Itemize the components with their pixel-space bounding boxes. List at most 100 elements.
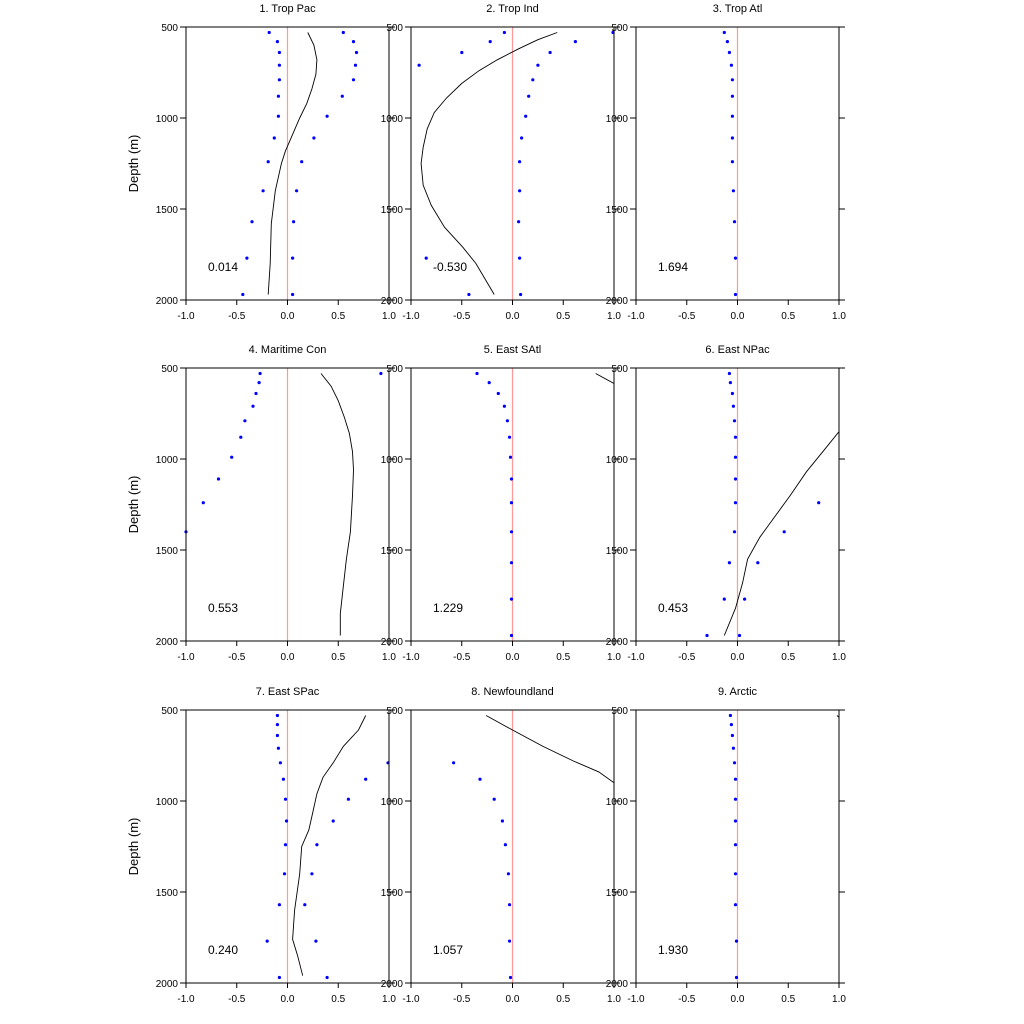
panel-title: 2. Trop Ind [486,3,539,15]
panel-title: 5. East SAtl [484,344,541,356]
data-point [722,30,726,35]
y-tick-label: 1000 [381,797,404,808]
x-tick-label: -1.0 [177,994,195,1005]
panel-annotation: -0.530 [433,260,467,274]
x-tick-label: -0.5 [453,652,471,663]
y-tick-label: 500 [611,23,628,34]
data-point [705,633,709,638]
x-tick-label: 0.5 [331,994,345,1005]
data-point [351,78,356,82]
y-tick-label: 1500 [606,888,629,899]
panel-1: -1.0 -0.5 0.0 0.5 1.0 500 1000 1500 2000 1. Trop … [126,3,396,322]
data-point [503,843,507,847]
data-point [266,160,270,164]
data-point [310,872,314,876]
panel-5: -1.0 -0.5 0.0 0.5 1.0 500 1000 1500 2000 5. East … [381,344,622,663]
data-point [733,455,738,459]
y-tick-label: 2000 [156,979,179,990]
data-point [548,50,552,55]
data-point [725,40,730,44]
y-tick-label: 1000 [381,455,404,466]
x-tick-label: -1.0 [177,311,195,322]
data-point [731,746,736,750]
panel-title: 3. Trop Atl [713,3,763,15]
data-point [500,819,504,823]
x-tick-label: 0.5 [556,652,570,663]
x-tick-label: 1.0 [382,652,396,663]
data-point [267,30,271,35]
x-tick-label: 0.0 [281,652,295,663]
data-point [732,220,737,224]
data-point [275,713,279,718]
x-tick-label: -1.0 [402,994,420,1005]
y-tick-label: 2000 [606,296,629,307]
data-point [351,40,356,44]
data-point [733,501,738,505]
data-point [254,391,258,396]
data-point [379,371,383,376]
data-point [733,903,738,907]
data-point [507,435,512,439]
x-tick-label: 0.5 [781,652,795,663]
y-axis-label: Depth (m) [126,818,141,876]
data-point [730,391,735,396]
series-curve [320,373,354,636]
data-point [728,381,733,385]
panel-title: 6. East NPac [705,344,770,356]
y-tick-label: 1000 [156,114,179,125]
data-point [728,713,733,718]
y-tick-label: 2000 [156,637,179,648]
data-point [295,189,299,193]
data-point [722,597,726,601]
x-tick-label: 1.0 [382,994,396,1005]
series-curve [420,32,558,295]
x-tick-label: 1.0 [607,652,621,663]
panel-7: -1.0 -0.5 0.0 0.5 1.0 500 1000 1500 2000 7. East … [126,686,396,1005]
y-tick-label: 500 [386,706,403,717]
panel-3: -1.0 -0.5 0.0 0.5 1.0 500 1000 1500 2000 3. Trop … [606,3,847,322]
y-tick-label: 1000 [156,455,179,466]
x-tick-label: -1.0 [177,652,195,663]
data-point [467,292,471,297]
data-point [325,975,329,980]
series-curve [485,715,614,784]
data-point [531,78,535,82]
data-point [492,797,496,801]
series-curve [292,715,367,976]
x-tick-label: -1.0 [627,652,645,663]
data-point [733,777,738,781]
panel-4: -1.0 -0.5 0.0 0.5 1.0 500 1000 1500 2000 4. Marit… [126,344,396,663]
panel-annotation: 0.553 [208,601,238,615]
data-point [731,189,736,193]
data-point [509,597,514,601]
data-point [730,78,735,82]
x-tick-label: 0.5 [781,311,795,322]
x-tick-label: 0.0 [281,311,295,322]
y-tick-label: 500 [161,23,178,34]
x-tick-label: -0.5 [678,994,696,1005]
data-point [519,292,523,297]
data-point [507,939,512,943]
data-point [353,63,358,67]
data-point [508,975,513,980]
panel-annotation: 1.930 [658,943,688,957]
data-point [272,136,276,140]
data-point [312,136,316,140]
data-point [250,220,254,224]
y-tick-label: 500 [386,364,403,375]
data-point [278,761,282,765]
data-point [536,63,540,67]
data-point [730,94,735,98]
data-point [283,797,288,801]
data-point [261,189,265,193]
data-point [733,872,738,876]
x-tick-label: -0.5 [678,311,696,322]
data-point [502,30,506,35]
data-point [245,256,249,260]
data-point [729,63,734,67]
x-tick-label: -1.0 [627,994,645,1005]
y-tick-label: 2000 [381,979,404,990]
panel-title: 4. Maritime Con [249,344,327,356]
data-point [729,723,734,727]
y-tick-label: 1000 [606,797,629,808]
